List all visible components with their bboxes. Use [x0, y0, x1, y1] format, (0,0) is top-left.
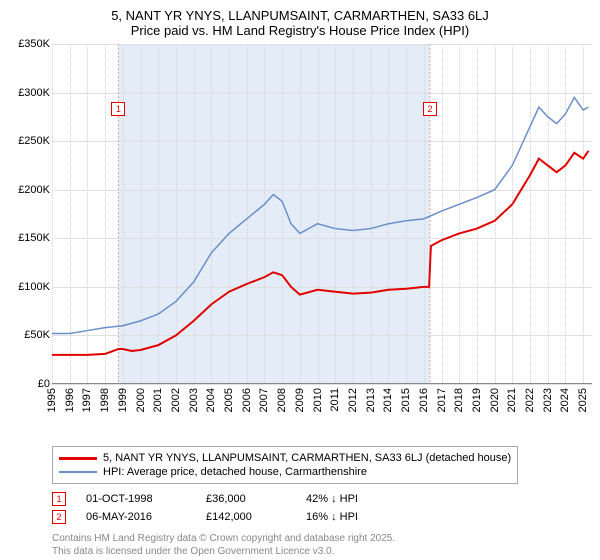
- x-tick-label: 2006: [241, 388, 253, 412]
- x-tick-label: 1998: [99, 388, 111, 412]
- x-tick-label: 2021: [506, 388, 518, 412]
- x-tick-label: 2013: [365, 388, 377, 412]
- datapoint-price: £36,000: [206, 493, 286, 505]
- chart-title-line1: 5, NANT YR YNYS, LLANPUMSAINT, CARMARTHE…: [8, 8, 592, 23]
- legend-label: HPI: Average price, detached house, Carm…: [103, 466, 367, 478]
- x-tick-label: 2017: [436, 388, 448, 412]
- x-tick-label: 2004: [205, 388, 217, 412]
- x-tick-label: 1995: [46, 388, 58, 412]
- y-tick-label: £50K: [24, 329, 50, 341]
- x-tick-label: 2008: [276, 388, 288, 412]
- datapoints-table: 1 01-OCT-1998 £36,000 42% ↓ HPI 2 06-MAY-2016…: [52, 490, 592, 526]
- y-axis-labels: £0£50K£100K£150K£200K£250K£300K£350K: [8, 44, 52, 384]
- x-tick-label: 2020: [489, 388, 501, 412]
- x-tick-label: 1999: [117, 388, 129, 412]
- datapoint-delta: 16% ↓ HPI: [306, 511, 358, 523]
- y-tick-label: £150K: [18, 232, 50, 244]
- x-tick-label: 2011: [329, 388, 341, 412]
- legend-label: 5, NANT YR YNYS, LLANPUMSAINT, CARMARTHE…: [103, 452, 511, 464]
- legend: 5, NANT YR YNYS, LLANPUMSAINT, CARMARTHE…: [52, 446, 518, 484]
- y-tick-label: £300K: [18, 87, 50, 99]
- y-tick-label: £200K: [18, 184, 50, 196]
- x-tick-label: 2022: [524, 388, 536, 412]
- x-tick-label: 2001: [152, 388, 164, 412]
- x-tick-label: 2024: [559, 388, 571, 412]
- x-tick-label: 2023: [542, 388, 554, 412]
- datapoint-marker: 2: [52, 510, 66, 524]
- footer-line2: This data is licensed under the Open Gov…: [52, 545, 592, 558]
- x-tick-label: 2009: [294, 388, 306, 412]
- x-tick-label: 2019: [471, 388, 483, 412]
- chart-container: 5, NANT YR YNYS, LLANPUMSAINT, CARMARTHE…: [0, 0, 600, 560]
- x-tick-label: 1997: [81, 388, 93, 412]
- plot-area: 12: [52, 44, 592, 384]
- x-tick-label: 1996: [64, 388, 76, 412]
- x-tick-label: 2000: [135, 388, 147, 412]
- x-axis-labels: 1995199619971998199920002001200220032004…: [52, 386, 592, 414]
- datapoint-row: 2 06-MAY-2016 £142,000 16% ↓ HPI: [52, 508, 592, 526]
- datapoint-delta: 42% ↓ HPI: [306, 493, 358, 505]
- chart-svg: [52, 44, 592, 384]
- hgrid-line: [52, 384, 592, 385]
- legend-swatch: [59, 471, 97, 473]
- legend-swatch: [59, 457, 97, 460]
- y-tick-label: £250K: [18, 135, 50, 147]
- x-tick-label: 2018: [453, 388, 465, 412]
- sale-marker-2: 2: [423, 102, 437, 116]
- series-hpi: [52, 97, 588, 333]
- chart-area: £0£50K£100K£150K£200K£250K£300K£350K 12 …: [8, 44, 592, 414]
- x-tick-label: 2002: [170, 388, 182, 412]
- sale-marker-1: 1: [111, 102, 125, 116]
- x-tick-label: 2003: [188, 388, 200, 412]
- datapoint-row: 1 01-OCT-1998 £36,000 42% ↓ HPI: [52, 490, 592, 508]
- datapoint-date: 06-MAY-2016: [86, 511, 186, 523]
- footer: Contains HM Land Registry data © Crown c…: [52, 532, 592, 558]
- x-tick-label: 2005: [223, 388, 235, 412]
- chart-title-line2: Price paid vs. HM Land Registry's House …: [8, 23, 592, 38]
- y-tick-label: £350K: [18, 38, 50, 50]
- datapoint-date: 01-OCT-1998: [86, 493, 186, 505]
- y-tick-label: £100K: [18, 281, 50, 293]
- series-price_paid: [52, 151, 588, 355]
- legend-row: 5, NANT YR YNYS, LLANPUMSAINT, CARMARTHE…: [59, 451, 511, 465]
- footer-line1: Contains HM Land Registry data © Crown c…: [52, 532, 592, 545]
- x-tick-label: 2007: [258, 388, 270, 412]
- x-tick-label: 2012: [347, 388, 359, 412]
- datapoint-price: £142,000: [206, 511, 286, 523]
- datapoint-marker: 1: [52, 492, 66, 506]
- x-tick-label: 2016: [418, 388, 430, 412]
- legend-row: HPI: Average price, detached house, Carm…: [59, 465, 511, 479]
- x-tick-label: 2010: [312, 388, 324, 412]
- x-tick-label: 2014: [382, 388, 394, 412]
- x-tick-label: 2025: [577, 388, 589, 412]
- x-tick-label: 2015: [400, 388, 412, 412]
